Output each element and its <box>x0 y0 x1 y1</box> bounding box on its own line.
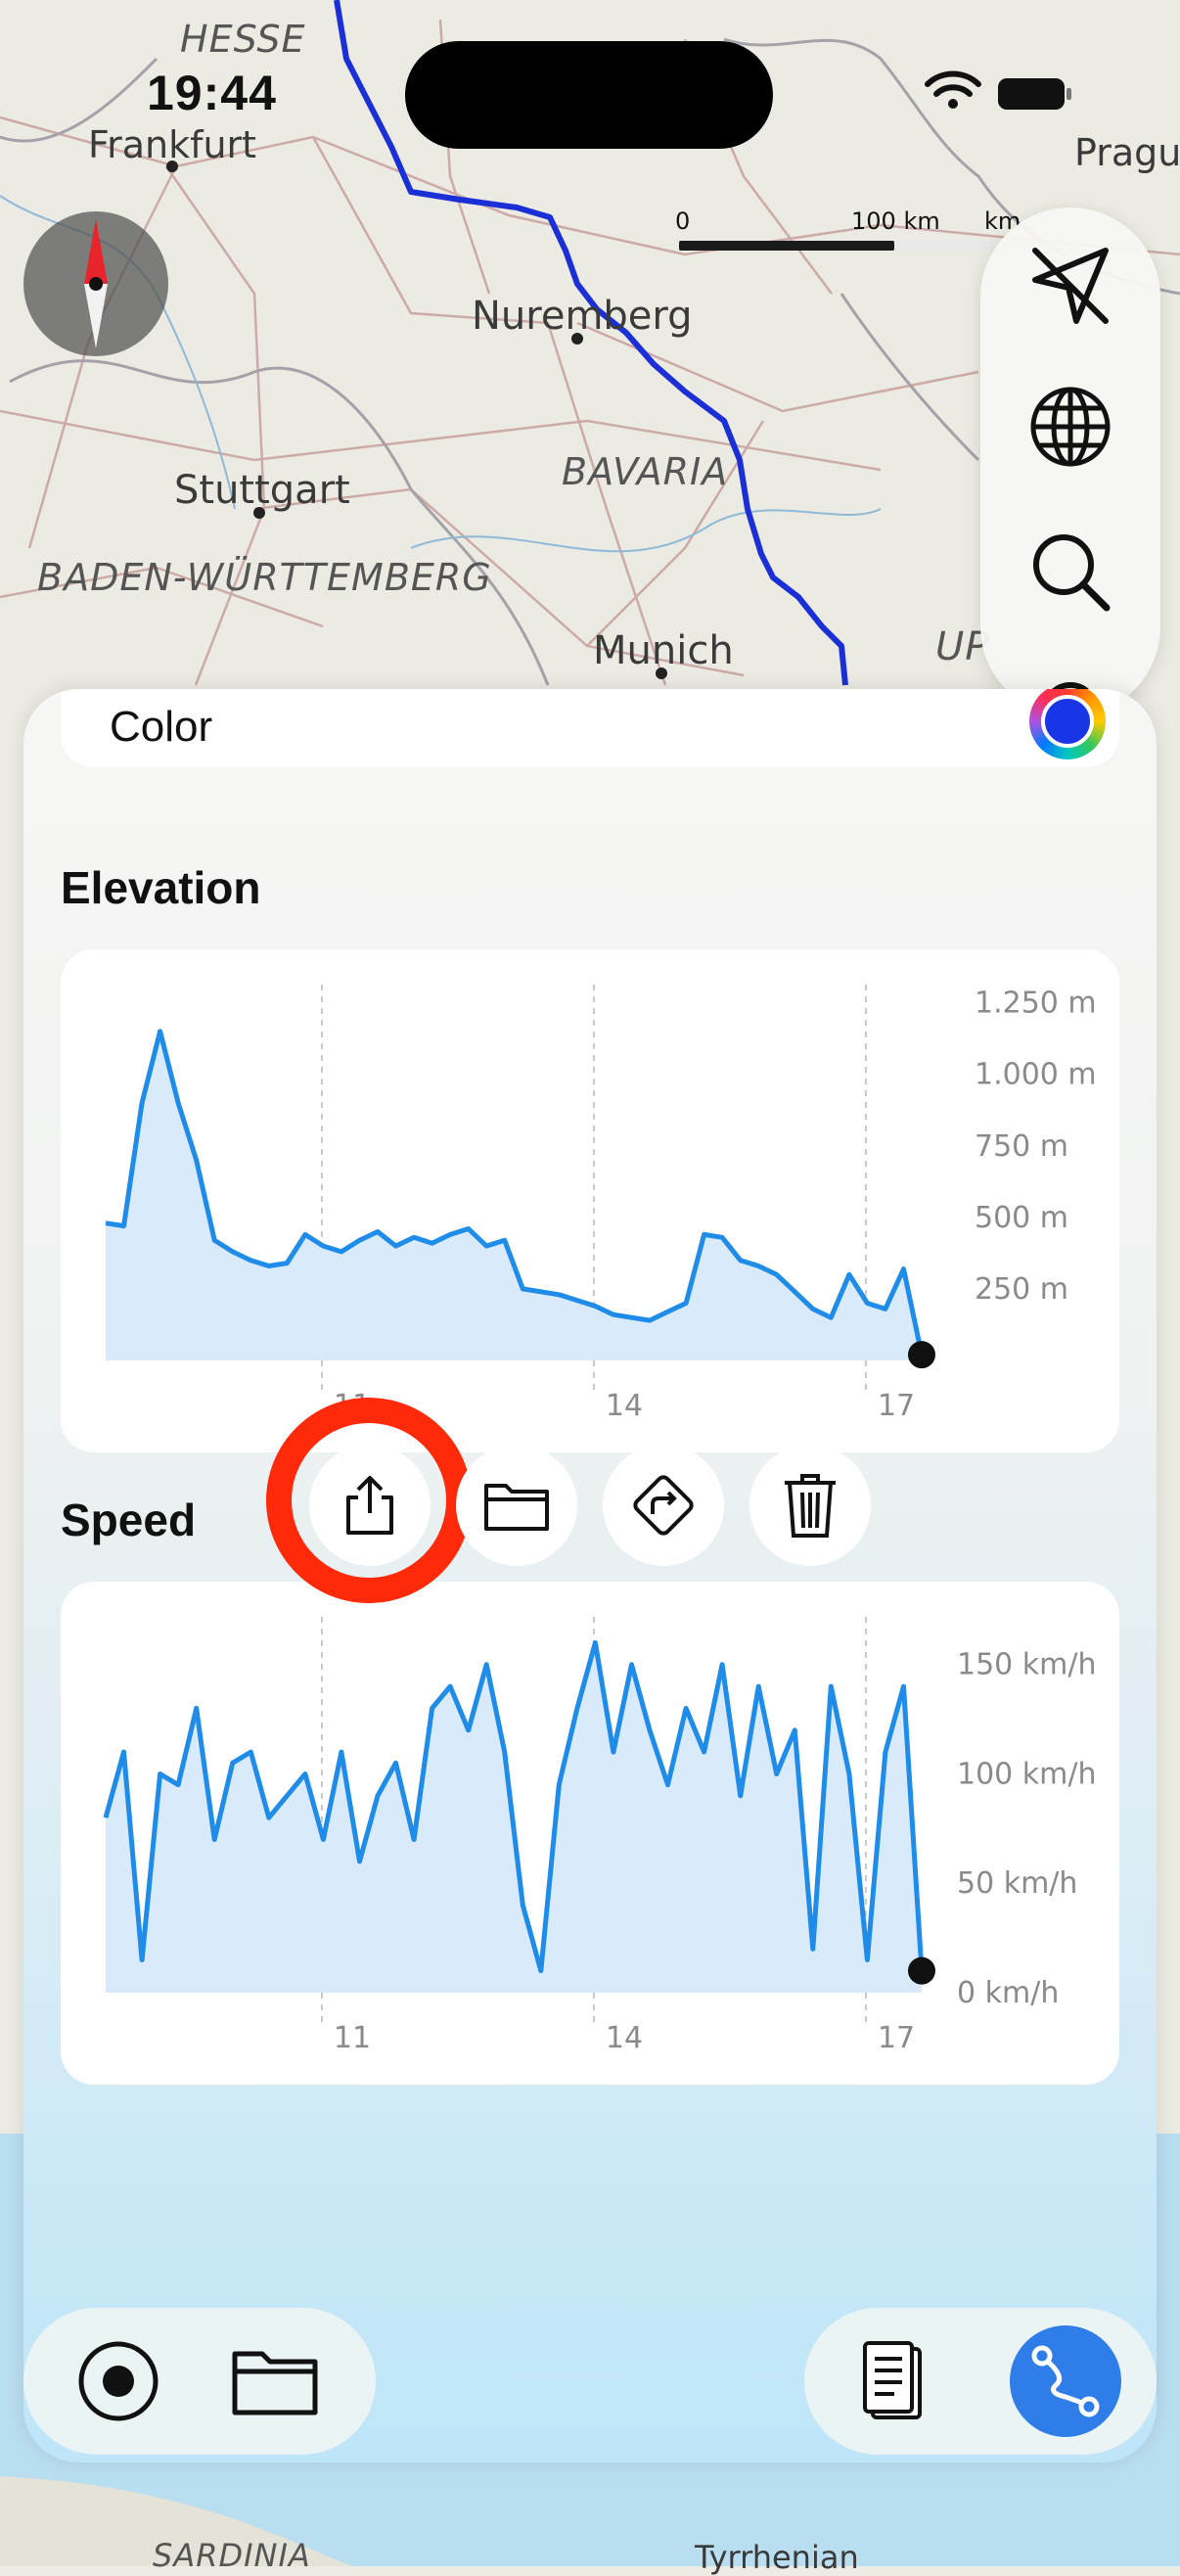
elevation-y-tick: 750 m <box>975 1129 1068 1164</box>
speed-x-tick: 17 <box>878 2021 915 2055</box>
status-icons <box>920 69 1076 117</box>
elevation-y-tick: 250 m <box>975 1272 1068 1307</box>
speed-y-tick: 150 km/h <box>957 1648 1097 1682</box>
elevation-x-tick: 14 <box>606 1389 643 1423</box>
map-label-prague: Pragu <box>1074 131 1180 174</box>
map-label-nuremberg: Nuremberg <box>472 294 693 339</box>
search-icon <box>1033 534 1111 612</box>
navigate-button[interactable] <box>603 1445 724 1566</box>
map-scale: 0 100 km km <box>675 207 1021 256</box>
directions-icon <box>633 1475 694 1536</box>
folder-icon <box>484 1484 549 1531</box>
elevation-x-tick: 17 <box>878 1389 915 1423</box>
elevation-current-point <box>908 1341 935 1369</box>
wifi-icon <box>925 70 1071 110</box>
map-label-upper: UP <box>935 624 990 669</box>
map-label-stuttgart: Stuttgart <box>174 468 350 513</box>
elevation-chart[interactable]: 11 14 17 1.250 m 1.000 m 750 m 500 m 250 m <box>61 949 1119 1452</box>
map-label-bavaria: BAVARIA <box>562 450 729 493</box>
status-time: 19:44 <box>147 66 277 120</box>
scale-start: 0 <box>675 207 691 235</box>
elevation-title: Elevation <box>61 862 261 913</box>
elevation-y-tick: 1.250 m <box>975 987 1097 1021</box>
speed-line <box>103 1639 925 1974</box>
speed-x-tick: 11 <box>334 2021 371 2055</box>
route-line <box>334 0 848 686</box>
bottom-bar-left <box>23 2308 376 2455</box>
record-button[interactable] <box>63 2325 174 2437</box>
files-button[interactable] <box>219 2325 331 2437</box>
compass-icon <box>84 219 108 348</box>
map-label-sardinia: SARDINIA <box>153 2537 311 2574</box>
notes-button[interactable] <box>838 2325 949 2437</box>
delete-button[interactable] <box>749 1445 871 1566</box>
map-label-baden: BADEN-WÜRTTEMBERG <box>37 556 492 599</box>
document-icon <box>863 2341 922 2419</box>
globe-icon <box>1030 387 1111 467</box>
elevation-y-tick: 500 m <box>975 1201 1068 1235</box>
speed-title: Speed <box>61 1495 197 1545</box>
routes-button[interactable] <box>1010 2325 1121 2437</box>
move-to-folder-button[interactable] <box>456 1445 577 1566</box>
scale-mid: 100 km <box>851 207 940 235</box>
trash-icon <box>785 1474 836 1538</box>
elevation-y-tick: 1.000 m <box>975 1058 1097 1092</box>
search-button[interactable] <box>1021 523 1119 621</box>
location-arrow-icon <box>1032 248 1109 324</box>
speed-chart[interactable]: 11 14 17 150 km/h 100 km/h 50 km/h 0 km/h <box>61 1582 1119 2085</box>
color-row[interactable]: Color <box>61 689 1119 767</box>
speed-y-tick: 100 km/h <box>957 1757 1097 1791</box>
record-icon <box>78 2341 159 2421</box>
folder-icon <box>232 2351 318 2415</box>
track-detail-sheet[interactable]: Color Elevation 11 14 17 1.250 m 1.000 m 750 … <box>23 689 1157 2462</box>
speed-chart-svg: 11 14 17 150 km/h 100 km/h 50 km/h 0 km/h <box>103 1617 1097 2055</box>
map-label-munich: Munich <box>593 628 734 673</box>
bottom-bar-right <box>804 2308 1157 2455</box>
elevation-area <box>106 1031 922 1360</box>
map-layers-button[interactable] <box>1021 378 1119 476</box>
elevation-line <box>105 1029 925 1356</box>
battery-icon <box>998 78 1065 110</box>
share-button-highlight <box>266 1398 472 1603</box>
map-label-frankfurt: Frankfurt <box>88 123 257 166</box>
map-toolbar <box>980 207 1160 716</box>
speed-y-tick: 0 km/h <box>957 1976 1059 2010</box>
route-icon <box>1031 2345 1100 2417</box>
color-label: Color <box>110 703 213 751</box>
compass-button[interactable] <box>23 211 168 356</box>
map-label-tyrrhenian: Tyrrhenian <box>695 2539 859 2576</box>
map-label-hesse: HESSE <box>180 18 306 61</box>
color-picker-button[interactable] <box>1029 689 1106 759</box>
speed-current-point <box>908 1956 935 1985</box>
locate-button[interactable] <box>1021 237 1119 335</box>
speed-x-tick: 14 <box>606 2021 643 2055</box>
speed-area <box>106 1642 922 1993</box>
dynamic-island <box>405 41 773 149</box>
speed-y-tick: 50 km/h <box>957 1866 1077 1901</box>
